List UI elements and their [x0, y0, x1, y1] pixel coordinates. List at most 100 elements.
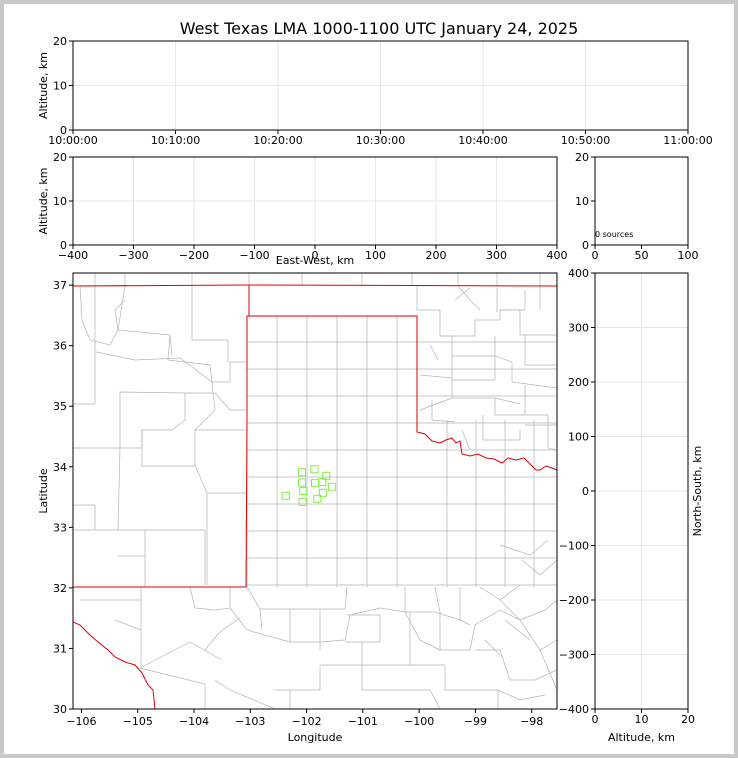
- x-tick-label: 0: [592, 249, 599, 262]
- county-line: [454, 287, 471, 301]
- map-geography: [73, 273, 557, 709]
- state-boundary: [73, 621, 156, 709]
- y-tick-label: 0: [60, 239, 67, 252]
- station-marker: [299, 487, 308, 495]
- county-line: [169, 334, 173, 357]
- county-line: [429, 344, 439, 361]
- y-tick-label: 100: [568, 431, 589, 444]
- county-line: [504, 619, 531, 641]
- county-line: [119, 391, 186, 449]
- x-tick-label: 10:00:00: [48, 134, 97, 147]
- x-tick-label: 0: [312, 249, 319, 262]
- y-axis-label: Altitude, km: [37, 167, 50, 234]
- y-tick-label: 0: [582, 485, 589, 498]
- northsouth-altitude-panel: 0 10 20 −400 −300 −200 −100 0 100 200 300 400 Altitu…: [559, 267, 704, 744]
- county-line: [451, 380, 526, 416]
- y-axis-label: Latitude: [37, 468, 50, 514]
- x-tick-label: −103: [235, 715, 265, 728]
- county-line: [214, 679, 276, 709]
- y-axis-label: North-South, km: [691, 446, 704, 537]
- x-tick-label: −105: [123, 715, 153, 728]
- y-tick-label: 0: [582, 239, 589, 252]
- x-tick-label: −100: [239, 249, 269, 262]
- county-line: [419, 374, 453, 379]
- y-tick-label: 32: [53, 582, 67, 595]
- county-line: [434, 586, 441, 650]
- county-line: [429, 689, 441, 709]
- county-line: [500, 309, 557, 336]
- x-tick-label: 10:50:00: [561, 134, 610, 147]
- y-tick-label: 10: [53, 80, 67, 93]
- station-marker: [327, 482, 336, 491]
- county-line: [246, 586, 348, 610]
- y-tick-label: 10: [53, 195, 67, 208]
- county-line: [494, 397, 521, 405]
- x-tick-label: 0: [592, 713, 599, 726]
- station-marker: [313, 494, 322, 503]
- county-line: [499, 539, 549, 556]
- county-line: [204, 617, 241, 651]
- x-tick-label: 20: [681, 713, 695, 726]
- figure-frame: West Texas LMA 1000-1100 UTC January 24,…: [4, 4, 734, 754]
- y-tick-label: 200: [568, 376, 589, 389]
- county-line: [345, 614, 381, 643]
- county-line: [404, 611, 441, 651]
- county-line: [419, 397, 453, 411]
- x-tick-label: −98: [520, 715, 543, 728]
- county-line: [141, 430, 195, 467]
- map-stations: [281, 465, 336, 506]
- map-frame: [72, 272, 558, 710]
- county-line: [73, 286, 96, 405]
- x-axis-label: East-West, km: [276, 254, 354, 267]
- y-tick-label: 20: [53, 151, 67, 164]
- county-line: [229, 607, 406, 643]
- county-line: [139, 641, 223, 669]
- x-tick-label: −106: [66, 715, 96, 728]
- county-line: [484, 639, 501, 656]
- x-tick-label: −400: [58, 249, 88, 262]
- county-line: [95, 351, 247, 383]
- station-marker: [298, 497, 307, 506]
- x-tick-label: −104: [179, 715, 209, 728]
- county-line: [431, 400, 456, 423]
- y-tick-label: 37: [53, 279, 67, 292]
- y-tick-label: 31: [53, 642, 67, 655]
- x-axis-label: Altitude, km: [608, 731, 675, 744]
- x-tick-label: 50: [635, 249, 649, 262]
- station-marker: [298, 478, 307, 487]
- state-boundary: [247, 315, 557, 471]
- hist-annotation: 0 sources: [595, 230, 633, 239]
- y-tick-label: 0: [60, 124, 67, 137]
- county-line: [547, 447, 557, 451]
- x-tick-label: 10:10:00: [151, 134, 200, 147]
- x-tick-label: 400: [547, 249, 568, 262]
- y-tick-label: 33: [53, 521, 67, 534]
- county-line: [118, 529, 206, 585]
- y-tick-label: 30: [53, 703, 67, 716]
- y-tick-label: 400: [568, 267, 589, 280]
- figure-title: West Texas LMA 1000-1100 UTC January 24,…: [180, 19, 579, 38]
- x-tick-label: −100: [404, 715, 434, 728]
- county-line: [457, 285, 481, 311]
- county-line: [289, 665, 321, 709]
- station-marker: [310, 465, 319, 474]
- county-line: [361, 642, 430, 691]
- x-tick-label: 10:20:00: [253, 134, 302, 147]
- y-tick-label: 35: [53, 400, 67, 413]
- county-line: [475, 649, 557, 681]
- county-line: [539, 649, 557, 691]
- plan-view-map-panel: −106 −105 −104 −103 −102 −101 −100 −99 −98 30 31 32…: [37, 272, 558, 744]
- county-line: [94, 273, 541, 286]
- county-line: [73, 447, 121, 531]
- county-line: [404, 587, 461, 621]
- x-tick-label: 100: [365, 249, 386, 262]
- county-line: [521, 559, 557, 576]
- station-marker: [322, 471, 331, 480]
- x-tick-label: −99: [464, 715, 487, 728]
- y-tick-label: 20: [53, 35, 67, 48]
- county-line: [482, 415, 521, 441]
- county-line: [461, 429, 471, 451]
- y-tick-label: −300: [559, 649, 589, 662]
- county-line: [459, 587, 471, 626]
- county-line: [524, 335, 557, 366]
